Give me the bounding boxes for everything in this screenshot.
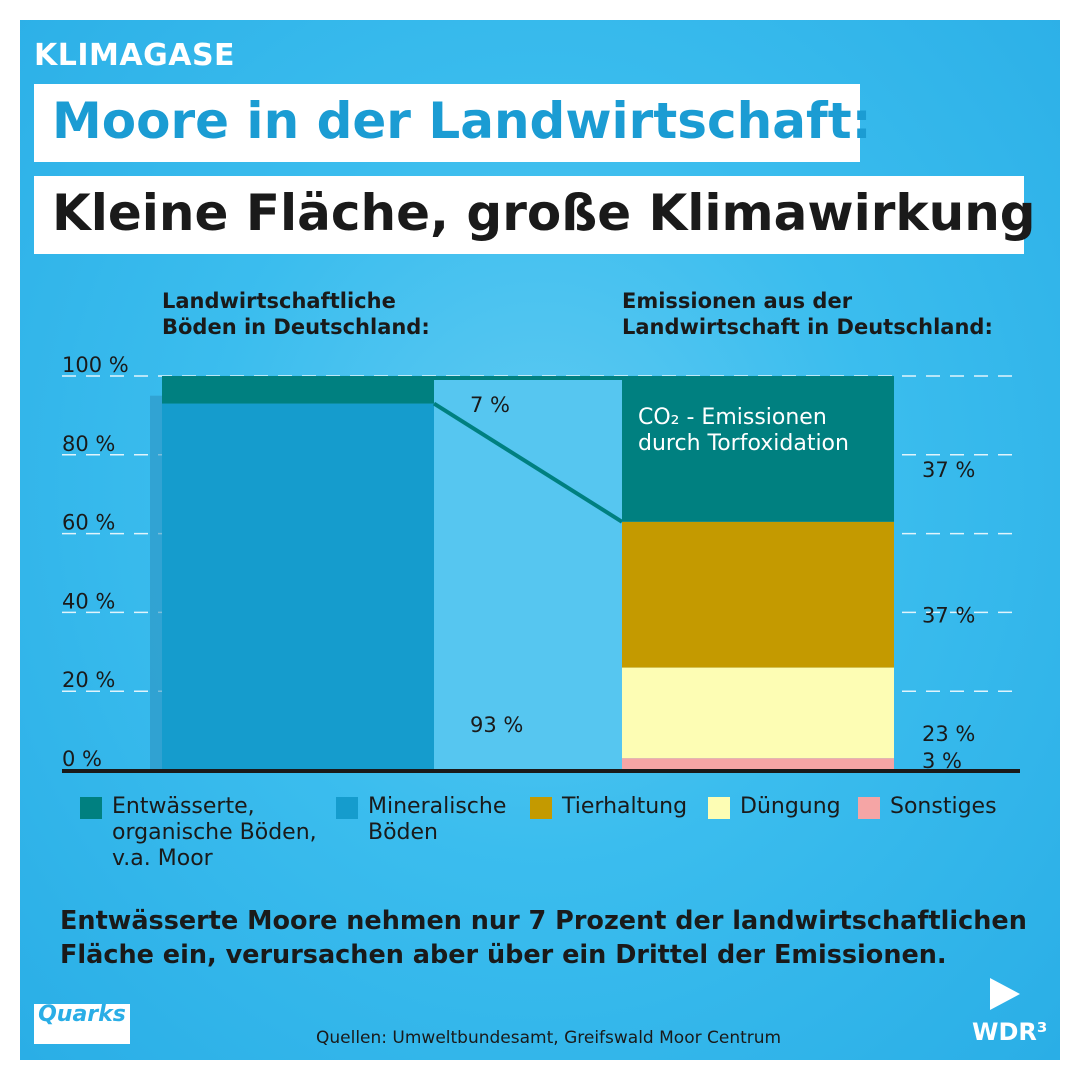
value-label: 7 %: [470, 393, 510, 417]
quarks-logo-text: Quarks: [38, 1002, 126, 1027]
legend-swatch-drained-soils: [80, 797, 102, 819]
y-tick-label: 0 %: [62, 747, 102, 771]
bar-segment: [622, 376, 894, 522]
category-label: Landwirtschaftliche: [162, 289, 396, 313]
infographic-panel: KLIMAGASE Moore in der Landwirtschaft: K…: [20, 20, 1060, 1060]
legend-swatch-fertilization: [708, 797, 730, 819]
value-label: 23 %: [922, 722, 975, 746]
bar-annotation: durch Torfoxidation: [638, 431, 849, 456]
value-label: 37 %: [922, 458, 975, 482]
y-tick-label: 60 %: [62, 511, 115, 535]
y-tick-label: 100 %: [62, 353, 129, 377]
wdr-logo: WDR³: [972, 1018, 1048, 1046]
bar-segment: [162, 376, 434, 404]
legend-swatch-other: [858, 797, 880, 819]
bar-segment: [622, 667, 894, 759]
quarks-logo: Quarks: [34, 1002, 130, 1044]
legend-label-other: Sonstiges: [890, 794, 997, 819]
legend-item-livestock: Tierhaltung: [530, 794, 687, 820]
y-tick-label: 80 %: [62, 432, 115, 456]
legend-item-mineral-soils: Mineralische Böden: [336, 794, 506, 846]
legend-label-livestock: Tierhaltung: [562, 794, 688, 819]
source-text: Quellen: Umweltbundesamt, Greifswald Moo…: [316, 1028, 782, 1048]
y-tick-label: 40 %: [62, 589, 115, 613]
legend-swatch-mineral-soils: [336, 797, 358, 819]
category-label: Landwirtschaft in Deutschland:: [622, 315, 993, 339]
category-label: Böden in Deutschland:: [162, 315, 430, 339]
bar-shadow: [150, 395, 162, 770]
category-label: Emissionen aus der: [622, 289, 853, 313]
y-tick-label: 20 %: [62, 668, 115, 692]
bar-segment: [622, 758, 894, 770]
stacked-bar-chart: 0 %20 %40 %60 %80 %100 %3 %23 %37 %93 %7…: [62, 289, 1020, 773]
legend-label-mineral-soils: Mineralische Böden: [368, 794, 507, 845]
legend-item-drained-soils: Entwässerte, organische Böden, v.a. Moor: [80, 794, 317, 872]
legend-item-other: Sonstiges: [858, 794, 997, 820]
legend-label-fertilization: Düngung: [740, 794, 841, 819]
title-box-2: Kleine Fläche, große Klimawirkung: [34, 176, 1036, 254]
kicker: KLIMAGASE: [34, 38, 236, 73]
bar-segment: [622, 521, 894, 668]
legend-label-drained-soils: Entwässerte, organische Böden, v.a. Moor: [112, 794, 317, 871]
connector-line-lower: [432, 401, 624, 524]
title-line-1: Moore in der Landwirtschaft:: [52, 92, 872, 150]
summary-text: Entwässerte Moore nehmen nur 7 Prozent d…: [60, 906, 1027, 970]
legend-item-fertilization: Düngung: [708, 794, 841, 820]
bar-segment: [162, 403, 434, 770]
value-label: 37 %: [922, 604, 975, 628]
bar-annotation: CO₂ - Emissionen: [638, 405, 827, 430]
play-icon: [990, 978, 1020, 1010]
legend-swatch-livestock: [530, 797, 552, 819]
title-box-1: Moore in der Landwirtschaft:: [34, 84, 872, 162]
connector-area: [434, 376, 622, 770]
title-line-2: Kleine Fläche, große Klimawirkung: [52, 184, 1036, 242]
value-label: 93 %: [470, 713, 523, 737]
